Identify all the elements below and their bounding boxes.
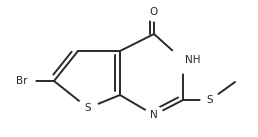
Text: O: O xyxy=(150,7,158,17)
Circle shape xyxy=(145,3,163,21)
Circle shape xyxy=(145,106,163,124)
Text: S: S xyxy=(207,95,213,105)
Text: Br: Br xyxy=(16,76,28,86)
Circle shape xyxy=(170,47,196,73)
Text: S: S xyxy=(85,103,91,113)
Circle shape xyxy=(78,98,98,118)
Circle shape xyxy=(9,68,35,94)
Text: NH: NH xyxy=(185,55,200,65)
Circle shape xyxy=(201,91,219,109)
Text: N: N xyxy=(150,110,158,120)
